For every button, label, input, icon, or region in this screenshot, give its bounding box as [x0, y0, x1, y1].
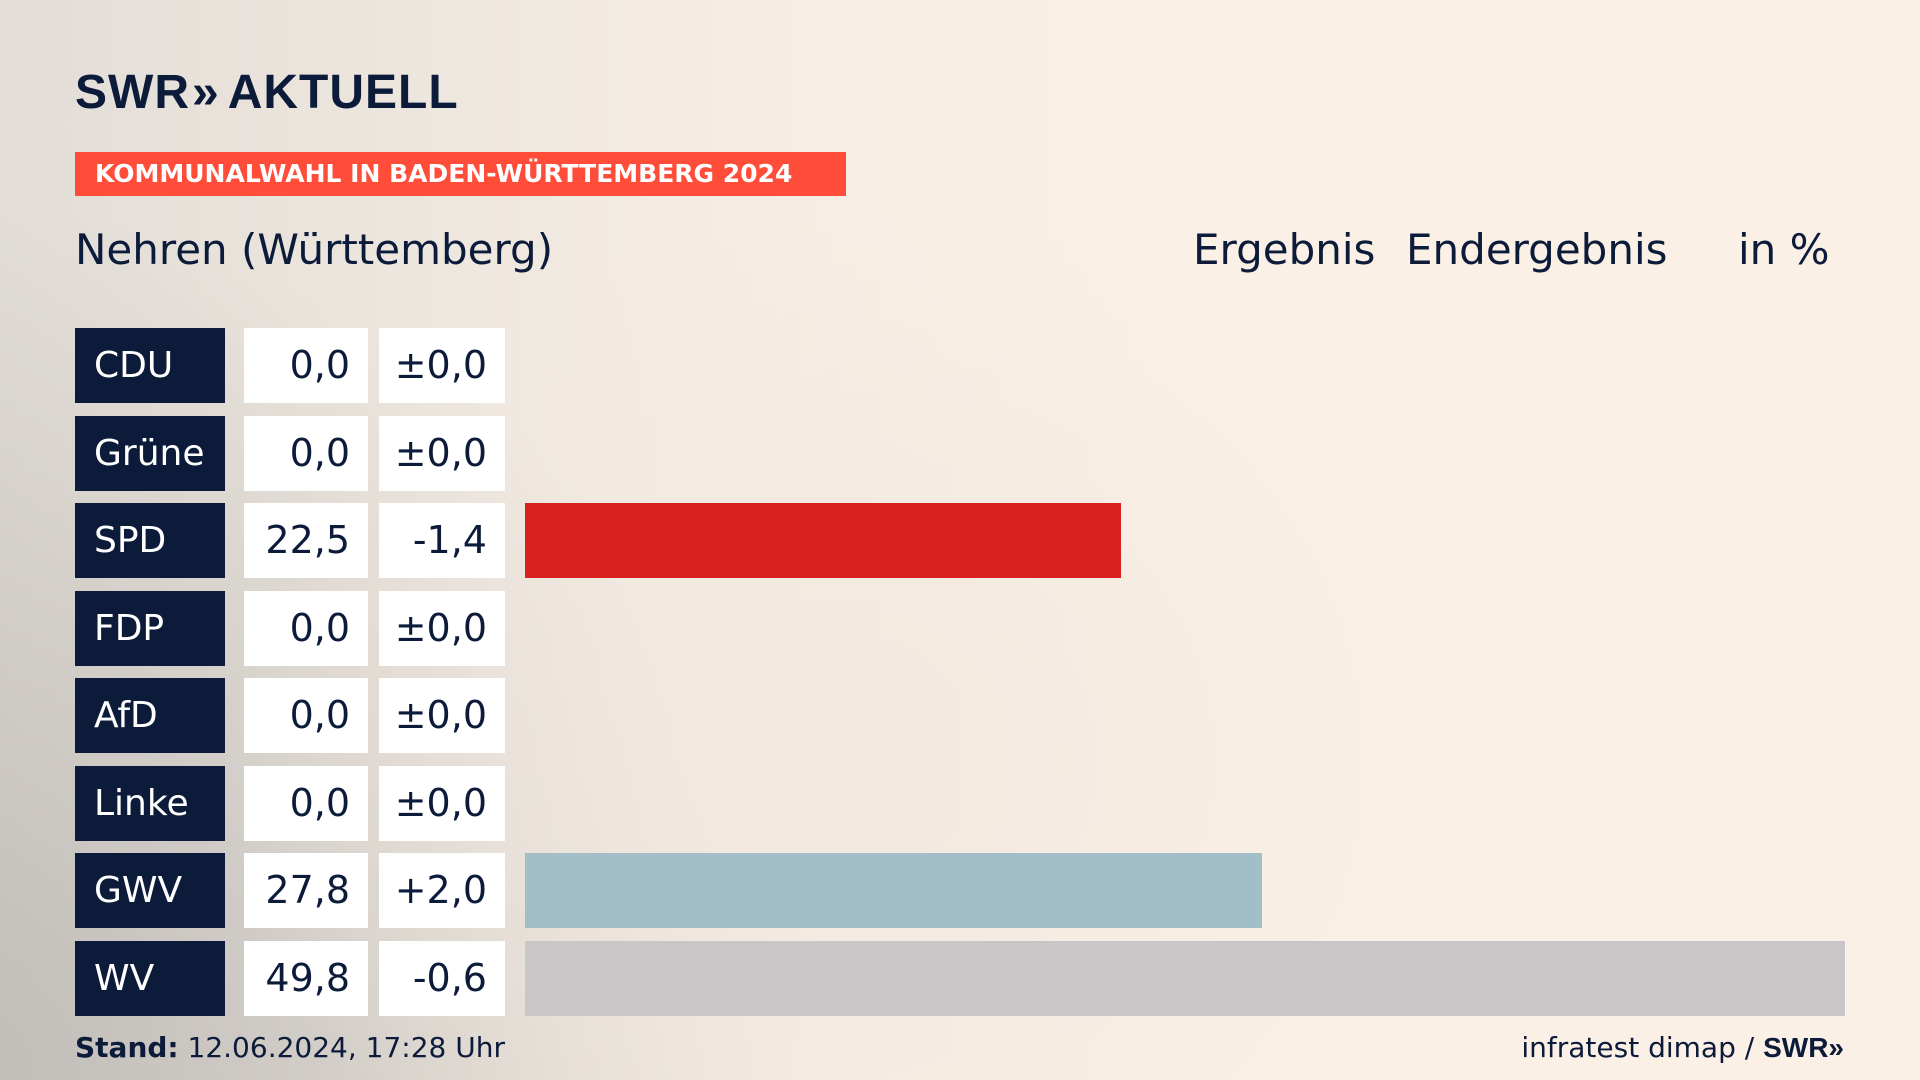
- swr-aktuell-logo: SWR» AKTUELL: [75, 68, 459, 118]
- election-tag: KOMMUNALWAHL IN BADEN-WÜRTTEMBERG 2024: [75, 152, 846, 196]
- party-label: GWV: [75, 853, 225, 928]
- party-label: Linke: [75, 766, 225, 841]
- bar: [525, 853, 1262, 928]
- change-label: ±0,0: [379, 328, 505, 403]
- source-credit: infratest dimap / SWR»: [1521, 1028, 1844, 1068]
- source-text: infratest dimap /: [1521, 1031, 1764, 1064]
- value-label: 0,0: [244, 678, 368, 753]
- change-label: ±0,0: [379, 591, 505, 666]
- value-label: 0,0: [244, 328, 368, 403]
- change-label: ±0,0: [379, 678, 505, 753]
- party-label: AfD: [75, 678, 225, 753]
- stand-label: Stand:: [75, 1031, 179, 1064]
- party-label: Grüne: [75, 416, 225, 491]
- change-label: ±0,0: [379, 416, 505, 491]
- status-label: Endergebnis: [1406, 225, 1668, 274]
- swr-brand-mark: SWR»: [1763, 1032, 1844, 1063]
- change-label: -1,4: [379, 503, 505, 578]
- change-label: ±0,0: [379, 766, 505, 841]
- region-title: Nehren (Württemberg): [75, 225, 554, 274]
- party-label: SPD: [75, 503, 225, 578]
- chart-row: SPD 22,5 -1,4: [75, 503, 1847, 578]
- chart-row: FDP 0,0 ±0,0: [75, 591, 1847, 666]
- unit-label: in %: [1738, 225, 1830, 274]
- stand-value: 12.06.2024, 17:28 Uhr: [187, 1031, 505, 1064]
- change-label: -0,6: [379, 941, 505, 1016]
- value-label: 27,8: [244, 853, 368, 928]
- chart-row: Linke 0,0 ±0,0: [75, 766, 1847, 841]
- bar: [525, 503, 1121, 578]
- value-label: 22,5: [244, 503, 368, 578]
- value-label: 49,8: [244, 941, 368, 1016]
- value-label: 0,0: [244, 591, 368, 666]
- value-label: 0,0: [244, 766, 368, 841]
- value-label: 0,0: [244, 416, 368, 491]
- chart-row: AfD 0,0 ±0,0: [75, 678, 1847, 753]
- party-label: FDP: [75, 591, 225, 666]
- timestamp: Stand: 12.06.2024, 17:28 Uhr: [75, 1028, 505, 1068]
- party-label: WV: [75, 941, 225, 1016]
- logo-aktuell: AKTUELL: [227, 66, 459, 119]
- chart-row: CDU 0,0 ±0,0: [75, 328, 1847, 403]
- logo-chevron-icon: »: [191, 66, 220, 119]
- bar: [525, 941, 1845, 1016]
- change-label: +2,0: [379, 853, 505, 928]
- chart-row: GWV 27,8 +2,0: [75, 853, 1847, 928]
- chart-row: Grüne 0,0 ±0,0: [75, 416, 1847, 491]
- chart-row: WV 49,8 -0,6: [75, 941, 1847, 1016]
- result-label: Ergebnis: [1193, 225, 1376, 274]
- logo-swr: SWR: [75, 66, 190, 119]
- party-label: CDU: [75, 328, 225, 403]
